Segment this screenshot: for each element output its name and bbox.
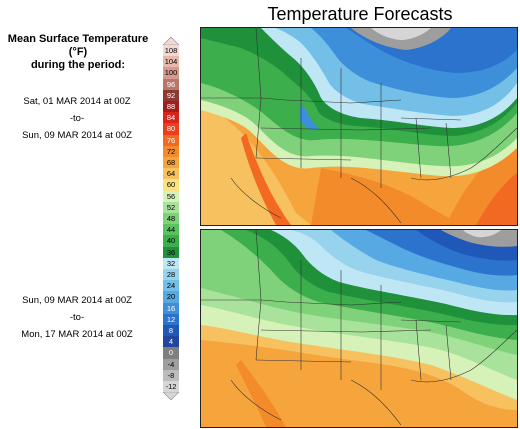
colorbar-segment <box>163 224 179 236</box>
period-1-start: Sat, 01 MAR 2014 at 00Z <box>23 96 131 107</box>
colorbar-tick-label: -8 <box>167 370 175 380</box>
colorbar-tick-label: 20 <box>166 292 176 302</box>
colorbar-tick-label: 48 <box>166 214 176 223</box>
colorbar-segment <box>163 134 179 147</box>
colorbar-tick-label: 68 <box>166 158 176 167</box>
colorbar-segment <box>163 67 179 80</box>
colorbar-segment <box>163 280 179 292</box>
colorbar-segment <box>163 123 179 136</box>
colorbar-tick-label: 44 <box>166 225 176 235</box>
colorbar-tick-label: 100 <box>164 68 178 78</box>
period-1-label: Sat, 01 MAR 2014 at 00Z -to- Sun, 09 MAR… <box>2 95 152 146</box>
colorbar-tick-label: 40 <box>166 236 176 246</box>
colorbar-tick-label: 52 <box>166 202 176 212</box>
colorbar-segment <box>163 257 179 270</box>
colorbar-segment <box>163 302 179 315</box>
period-2-label: Sun, 09 MAR 2014 at 00Z -to- Mon, 17 MAR… <box>2 294 152 345</box>
colorbar-segment <box>163 56 179 68</box>
period-2-sep: -to- <box>69 312 85 323</box>
colorbar-segment <box>163 168 179 180</box>
colorbar-segment <box>163 157 179 169</box>
colorbar-segment <box>163 145 179 158</box>
period-1-sep: -to- <box>69 113 85 124</box>
colorbar-segment <box>163 246 179 259</box>
map-panel-1 <box>200 27 518 226</box>
period-2-end: Mon, 17 MAR 2014 at 00Z <box>21 329 133 340</box>
colorbar-tick-label: 4 <box>168 337 174 347</box>
colorbar-tick-label: 96 <box>166 79 176 89</box>
colorbar-tick-label: 104 <box>164 57 178 67</box>
colorbar-segment <box>163 269 179 281</box>
colorbar-top-arrow <box>163 37 179 45</box>
colorbar-tick-label: 88 <box>166 102 176 111</box>
period-1-end: Sun, 09 MAR 2014 at 00Z <box>22 130 132 141</box>
colorbar-segment <box>163 101 179 113</box>
colorbar-tick-label: -12 <box>165 382 177 391</box>
colorbar-segment <box>163 89 179 102</box>
colorbar-segment <box>163 369 179 382</box>
colorbar-tick-label: 16 <box>166 303 176 313</box>
legend-heading: Mean Surface Temperature (°F) during the… <box>2 33 154 72</box>
colorbar-segment <box>163 336 179 348</box>
colorbar-segment <box>163 313 179 326</box>
colorbar-tick-label: 0 <box>168 348 174 358</box>
legend-heading-line1: Mean Surface Temperature (°F) <box>7 33 149 58</box>
map-panel-2 <box>200 229 518 428</box>
page-title: Temperature Forecasts <box>267 4 453 24</box>
colorbar-segment <box>163 381 179 393</box>
colorbar-segment <box>163 213 179 225</box>
colorbar-tick-label: 80 <box>166 124 176 134</box>
colorbar-tick-label: 76 <box>166 135 176 145</box>
colorbar-tick-label: -4 <box>167 359 175 369</box>
colorbar-tick-label: 8 <box>168 326 174 335</box>
colorbar-tick-label: 60 <box>166 180 176 190</box>
colorbar-tick-label: 12 <box>166 314 176 324</box>
colorbar-segment <box>163 325 179 337</box>
colorbar-tick-label: 24 <box>166 281 176 291</box>
colorbar-tick-label: 56 <box>166 191 176 201</box>
colorbar-segment <box>163 201 179 214</box>
colorbar-segment <box>163 190 179 203</box>
colorbar-tick-label: 28 <box>166 270 176 279</box>
colorbar-tick-label: 92 <box>166 90 176 100</box>
colorbar-tick-label: 84 <box>166 113 176 123</box>
map-panel-2-svg <box>201 230 517 427</box>
colorbar-tick-label: 72 <box>166 146 176 156</box>
colorbar-segment <box>163 291 179 304</box>
colorbar-tick-label: 36 <box>166 247 176 257</box>
map-panel-1-svg <box>201 28 517 225</box>
colorbar-segment <box>163 78 179 91</box>
colorbar-segment <box>163 347 179 360</box>
colorbar-tick-label: 108 <box>164 46 178 55</box>
colorbar-segment <box>163 45 179 57</box>
colorbar-bottom-arrow <box>163 392 179 401</box>
colorbar-tick-label: 64 <box>166 169 176 179</box>
period-2-start: Sun, 09 MAR 2014 at 00Z <box>22 295 132 306</box>
colorbar-segment <box>163 179 179 192</box>
colorbar-segment <box>163 235 179 248</box>
colorbar-segment <box>163 112 179 124</box>
legend-heading-line2: during the period: <box>30 59 126 71</box>
colorbar-tick-label: 32 <box>166 258 176 268</box>
colorbar-segment <box>163 358 179 371</box>
